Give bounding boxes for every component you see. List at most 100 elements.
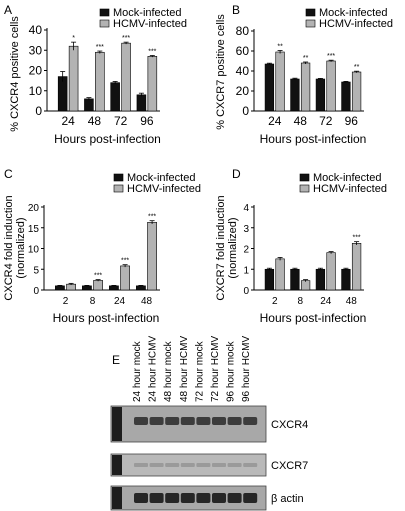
bar-mock [264, 268, 275, 291]
x-tick-label: 24 [268, 114, 282, 128]
lane-label: 96 hour mock [226, 340, 237, 402]
bar-mock [315, 268, 326, 291]
legend-swatch [299, 184, 310, 193]
bar-hcmv [351, 71, 362, 112]
blot-band [227, 417, 242, 425]
blot-band [243, 463, 258, 467]
bar-hcmv [300, 280, 311, 291]
y-axis-label: CXCR7 fold induction [215, 195, 227, 300]
x-tick-label: 8 [90, 296, 96, 307]
bar-hcmv [147, 56, 158, 112]
blot-row-label: CXCR4 [271, 419, 308, 431]
bar-mock [55, 285, 65, 291]
legend-label: HCMV-infected [127, 183, 201, 195]
bar-hcmv [351, 243, 362, 291]
y-axis-label-line2: (normalized) [227, 217, 239, 278]
legend-swatch [113, 173, 124, 182]
blot-band [227, 493, 242, 503]
blot-band [134, 417, 148, 425]
legend-swatch [305, 8, 316, 17]
significance-marker: *** [148, 49, 156, 56]
lane-label: 48 hour HCMV [179, 336, 190, 402]
blot-band [227, 463, 242, 467]
bar-mock [290, 78, 300, 112]
bar-mock [136, 94, 147, 112]
bar-hcmv [121, 42, 131, 112]
bar-hcmv [326, 60, 336, 112]
blot-band [196, 493, 211, 503]
x-tick-label: 24 [61, 114, 75, 128]
x-tick-label: 24 [114, 296, 126, 307]
western-blot-panel: E 24 hour mock 24 hour HCMV 48 hour mock 48 … [110, 336, 308, 511]
legend-label: HCMV-infected [319, 18, 393, 30]
significance-marker: ** [354, 64, 360, 71]
blot-band [243, 417, 258, 425]
significance-marker: *** [352, 235, 360, 242]
x-tick-label: 2 [272, 296, 278, 307]
significance-marker: *** [96, 44, 104, 51]
y-tick-label: 30 [29, 43, 43, 57]
x-tick-label: 48 [88, 114, 102, 128]
blot-band [180, 493, 195, 503]
y-tick-label: 40 [29, 23, 43, 37]
legend-label: Mock-infected [113, 7, 181, 19]
legend-swatch [113, 184, 124, 193]
legend-swatch [99, 19, 110, 28]
bar-mock [84, 98, 94, 112]
y-tick-label: 5 [33, 265, 39, 276]
y-tick-label: 2 [243, 245, 249, 256]
panel-letter: B [232, 3, 240, 17]
y-tick-label: 0 [35, 104, 42, 118]
x-tick-label: 2 [63, 296, 69, 307]
y-tick-label: 0 [243, 286, 249, 297]
bar-mock [136, 285, 146, 291]
blot-ladder [112, 407, 122, 441]
blot-band [165, 493, 180, 503]
bar-mock [82, 285, 92, 291]
lane-label: 96 hour HCMV [241, 336, 252, 402]
y-tick-label: 15 [28, 224, 40, 235]
chart-panel-d: D 0 1 2 3 4 CXCR7 fold induction (normalized) 2 8… [215, 167, 387, 325]
bar-hcmv [120, 265, 130, 291]
blot-band [134, 463, 148, 467]
blot-row-label: β actin [271, 493, 304, 505]
y-tick-label: 20 [29, 64, 43, 78]
legend-swatch [299, 173, 310, 182]
lane-label: 24 hour HCMV [148, 336, 159, 402]
blot-band [149, 463, 164, 467]
bar-mock [57, 76, 68, 112]
blot-band [196, 417, 211, 425]
legend-label: Mock-infected [313, 172, 381, 184]
y-tick-label: 3 [243, 224, 249, 235]
y-tick-label: 20 [236, 84, 250, 98]
x-tick-label: 48 [294, 114, 308, 128]
y-axis-label-line2: (normalized) [15, 217, 27, 278]
x-tick-label: 72 [114, 114, 128, 128]
blot-band [149, 417, 164, 425]
y-tick-label: 10 [29, 84, 43, 98]
bar-hcmv [300, 62, 311, 112]
y-axis-label: % CXCR7 positive cells [215, 14, 227, 130]
significance-marker: *** [94, 273, 102, 280]
panel-letter: D [232, 167, 241, 181]
chart-panel-b: B 0 20 40 60 80 % CXCR7 positive cells 24 ** 48 **… [215, 3, 393, 146]
y-tick-label: 40 [236, 64, 250, 78]
x-axis-label: Hours post-infection [54, 132, 161, 146]
x-tick-label: 48 [346, 296, 358, 307]
bar-mock [264, 63, 275, 112]
bar-mock [315, 78, 326, 112]
chart-panel-c: C 0 5 10 15 20 CXCR4 fold induction (normalized… [3, 167, 201, 325]
blot-ladder [112, 455, 122, 475]
blot-band [212, 493, 226, 503]
significance-marker: * [72, 35, 75, 42]
bar-mock [341, 81, 351, 112]
blot-band [243, 493, 258, 503]
bar-hcmv [66, 283, 76, 291]
chart-panel-a: A 0 10 20 30 40 % CXCR4 positive cells 24 * 48 ***… [4, 3, 187, 146]
bar-hcmv [93, 280, 103, 291]
bar-mock [109, 285, 119, 291]
